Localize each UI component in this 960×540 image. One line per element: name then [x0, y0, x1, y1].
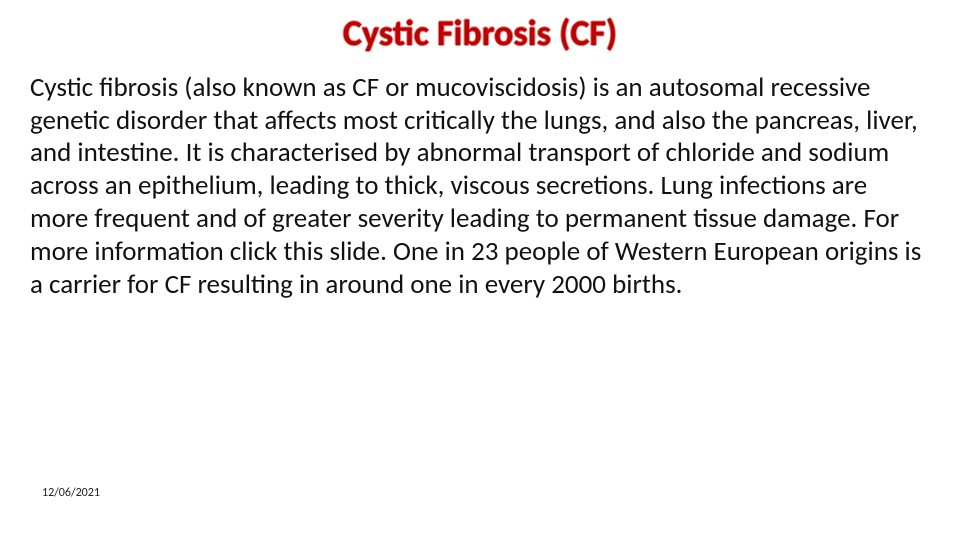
slide-title: Cystic Fibrosis (CF): [30, 14, 930, 54]
inline-link[interactable]: click this slide: [230, 235, 380, 268]
slide[interactable]: Cystic Fibrosis (CF) Cystic fibrosis (al…: [0, 0, 960, 540]
slide-date: 12/06/2021: [42, 486, 100, 500]
slide-body: Cystic fibrosis (also known as CF or muc…: [30, 72, 930, 303]
